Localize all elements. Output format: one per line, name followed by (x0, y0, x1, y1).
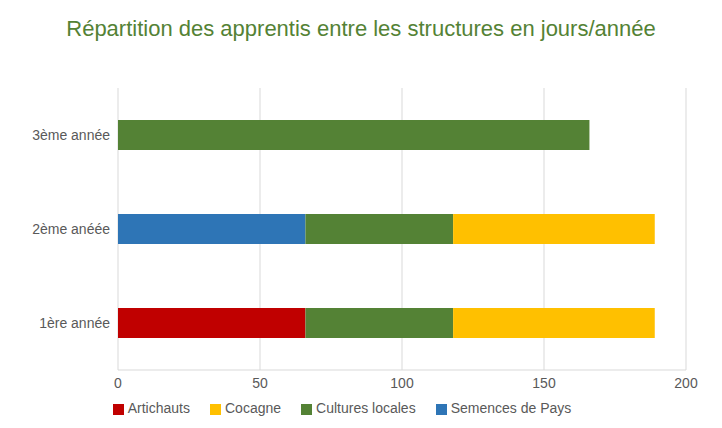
svg-text:100: 100 (390, 375, 414, 391)
svg-text:150: 150 (532, 375, 556, 391)
html-text:Semences de Pays: Semences de Pays (450, 400, 572, 416)
svg-text:50: 50 (252, 375, 268, 391)
svg-text:2ème anéée: 2ème anéée (32, 221, 110, 237)
html-text:Répartition des apprentis entr: Répartition des apprentis entre les stru… (66, 16, 656, 41)
html-text:Cocagne: Cocagne (225, 400, 281, 416)
html-text:Artichauts: Artichauts (127, 400, 190, 416)
svg-text:0: 0 (114, 375, 122, 391)
svg-text:1ère année: 1ère année (39, 315, 110, 331)
html-text:Cultures locales: Cultures locales (316, 400, 416, 416)
svg-text:3ème année: 3ème année (32, 127, 110, 143)
svg-text:200: 200 (674, 375, 698, 391)
